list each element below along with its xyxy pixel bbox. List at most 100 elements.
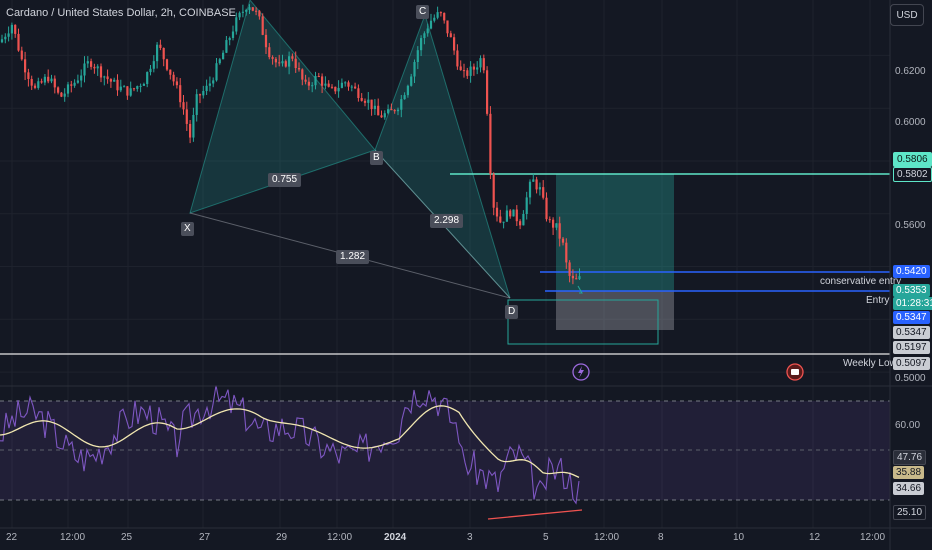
divergence-line <box>487 509 583 520</box>
candle-body <box>509 210 512 217</box>
candle-body <box>456 50 459 67</box>
candle-body <box>561 238 565 243</box>
candle-body <box>304 79 307 82</box>
candle-body <box>261 16 264 35</box>
candle-body <box>532 179 535 182</box>
lightning-icon[interactable] <box>572 363 590 381</box>
candle-body <box>47 76 50 82</box>
candle-body <box>258 10 261 17</box>
candle-body <box>50 78 53 82</box>
candle-body <box>390 109 393 111</box>
time-tick: 25 <box>121 532 133 543</box>
candle-body <box>40 81 43 83</box>
candle-body <box>486 70 489 114</box>
news-icon[interactable] <box>786 363 804 381</box>
candle-body <box>373 105 376 110</box>
candle-body <box>192 114 195 138</box>
candle-body <box>284 61 287 67</box>
candle-body <box>159 44 162 48</box>
candle-body <box>14 24 17 34</box>
candle-body <box>327 83 330 87</box>
candle-body <box>443 12 446 21</box>
candle-body <box>90 61 93 67</box>
candle-body <box>492 174 495 208</box>
candle-body <box>208 83 211 86</box>
candle-body <box>545 197 548 220</box>
price-tick: 0.6000 <box>895 117 926 128</box>
last-price-tag: 0.5353 <box>893 284 930 297</box>
candle-body <box>70 84 73 86</box>
candle-body <box>149 68 152 73</box>
candle-body <box>175 81 178 86</box>
rsi-band <box>0 401 890 500</box>
stop-tag-2: 0.5197 <box>893 341 930 354</box>
candle-body <box>119 86 122 91</box>
candle-body <box>489 113 492 175</box>
candle-body <box>139 85 142 87</box>
candle-body <box>525 197 528 215</box>
candle-body <box>383 113 386 118</box>
candle-body <box>63 93 66 97</box>
candle-body <box>7 33 10 37</box>
candle-body <box>453 37 456 51</box>
conservative-entry-label: conservative entry <box>820 276 902 287</box>
ratio-label-1: 0.755 <box>268 173 302 187</box>
candle-body <box>93 66 96 69</box>
candle-body <box>426 28 429 34</box>
rsi-line <box>0 385 580 505</box>
currency-button[interactable]: USD <box>890 4 924 26</box>
candle-body <box>476 67 479 70</box>
candle-body <box>109 79 112 82</box>
candle-body <box>278 62 281 64</box>
candle-body <box>548 219 551 221</box>
time-tick: 22 <box>6 532 18 543</box>
candle-body <box>423 33 426 39</box>
rsi-value-tag: 34.66 <box>893 482 925 495</box>
long-position-tool[interactable] <box>556 174 674 330</box>
candle-body <box>185 109 188 124</box>
candle-body <box>337 87 340 92</box>
candle-body <box>307 81 310 86</box>
candle-body <box>73 82 76 86</box>
candle-body <box>462 70 466 72</box>
candle-body <box>222 52 225 60</box>
candle-body <box>4 36 7 40</box>
candle-body <box>10 24 13 34</box>
candle-body <box>334 86 337 92</box>
candle-body <box>575 278 578 280</box>
weekly-low-label: Weekly Low <box>843 358 897 369</box>
candle-body <box>218 59 221 64</box>
candle-body <box>568 262 571 276</box>
candle-body <box>129 88 132 96</box>
candle-body <box>235 17 238 32</box>
candle-body <box>446 20 449 34</box>
candle-body <box>377 105 380 116</box>
rsi-pane <box>0 385 890 520</box>
candle-body <box>416 50 419 63</box>
candle-body <box>76 80 79 83</box>
rsi-ma2-value-tag: 35.88 <box>893 466 925 479</box>
candle-body <box>86 61 89 64</box>
candle-body <box>354 86 357 89</box>
price-tick: 0.5600 <box>895 220 926 231</box>
candle-body <box>344 82 347 84</box>
candle-body <box>347 82 350 87</box>
time-tick: 5 <box>543 532 549 543</box>
profit-zone <box>556 174 674 291</box>
candle-body <box>182 102 185 110</box>
candle-body <box>215 63 218 81</box>
d-zone-box <box>507 299 659 345</box>
candle-body <box>205 85 208 92</box>
candle-body <box>162 47 165 60</box>
candle-body <box>268 47 271 58</box>
time-tick: 10 <box>733 532 745 543</box>
candle-body <box>324 83 327 86</box>
candle-body <box>99 66 103 78</box>
candle-body <box>505 210 508 222</box>
candle-body <box>165 59 169 70</box>
candle-body <box>241 11 244 13</box>
candle-body <box>288 56 291 67</box>
weekly-low-tag: 0.5097 <box>893 357 930 370</box>
candle-body <box>360 97 363 101</box>
